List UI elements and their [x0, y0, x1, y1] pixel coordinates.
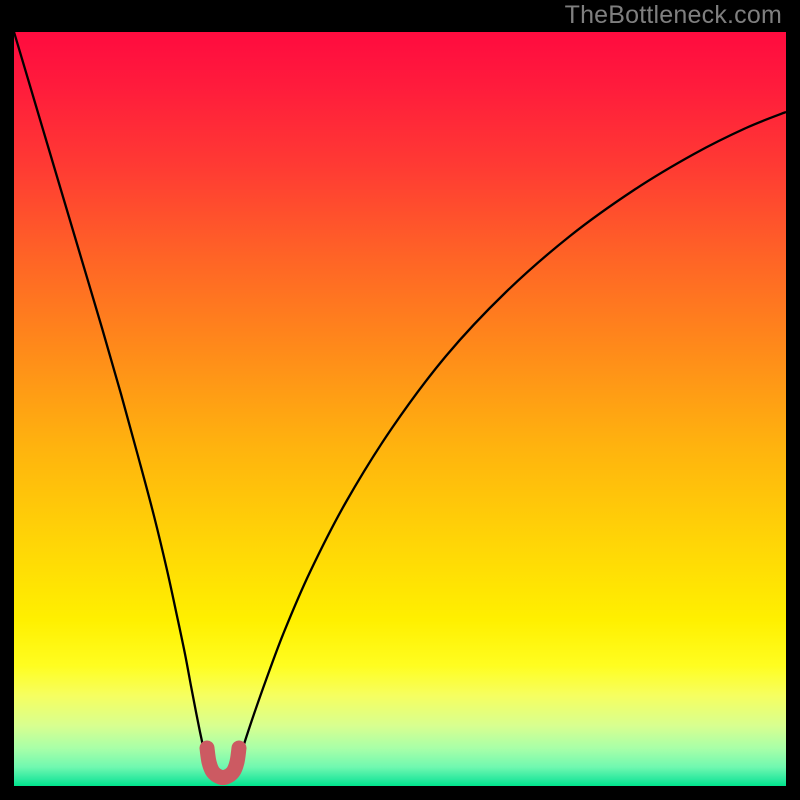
watermark-text: TheBottleneck.com: [565, 1, 782, 30]
frame-border-bottom: [0, 786, 800, 800]
curve-layer: [14, 32, 786, 786]
curve-left: [14, 32, 207, 763]
frame-border-right: [786, 0, 800, 800]
u-mark: [207, 748, 239, 778]
chart-frame: TheBottleneck.com: [0, 0, 800, 800]
curve-right: [238, 112, 786, 763]
plot-area: [14, 32, 786, 786]
frame-border-left: [0, 0, 14, 800]
